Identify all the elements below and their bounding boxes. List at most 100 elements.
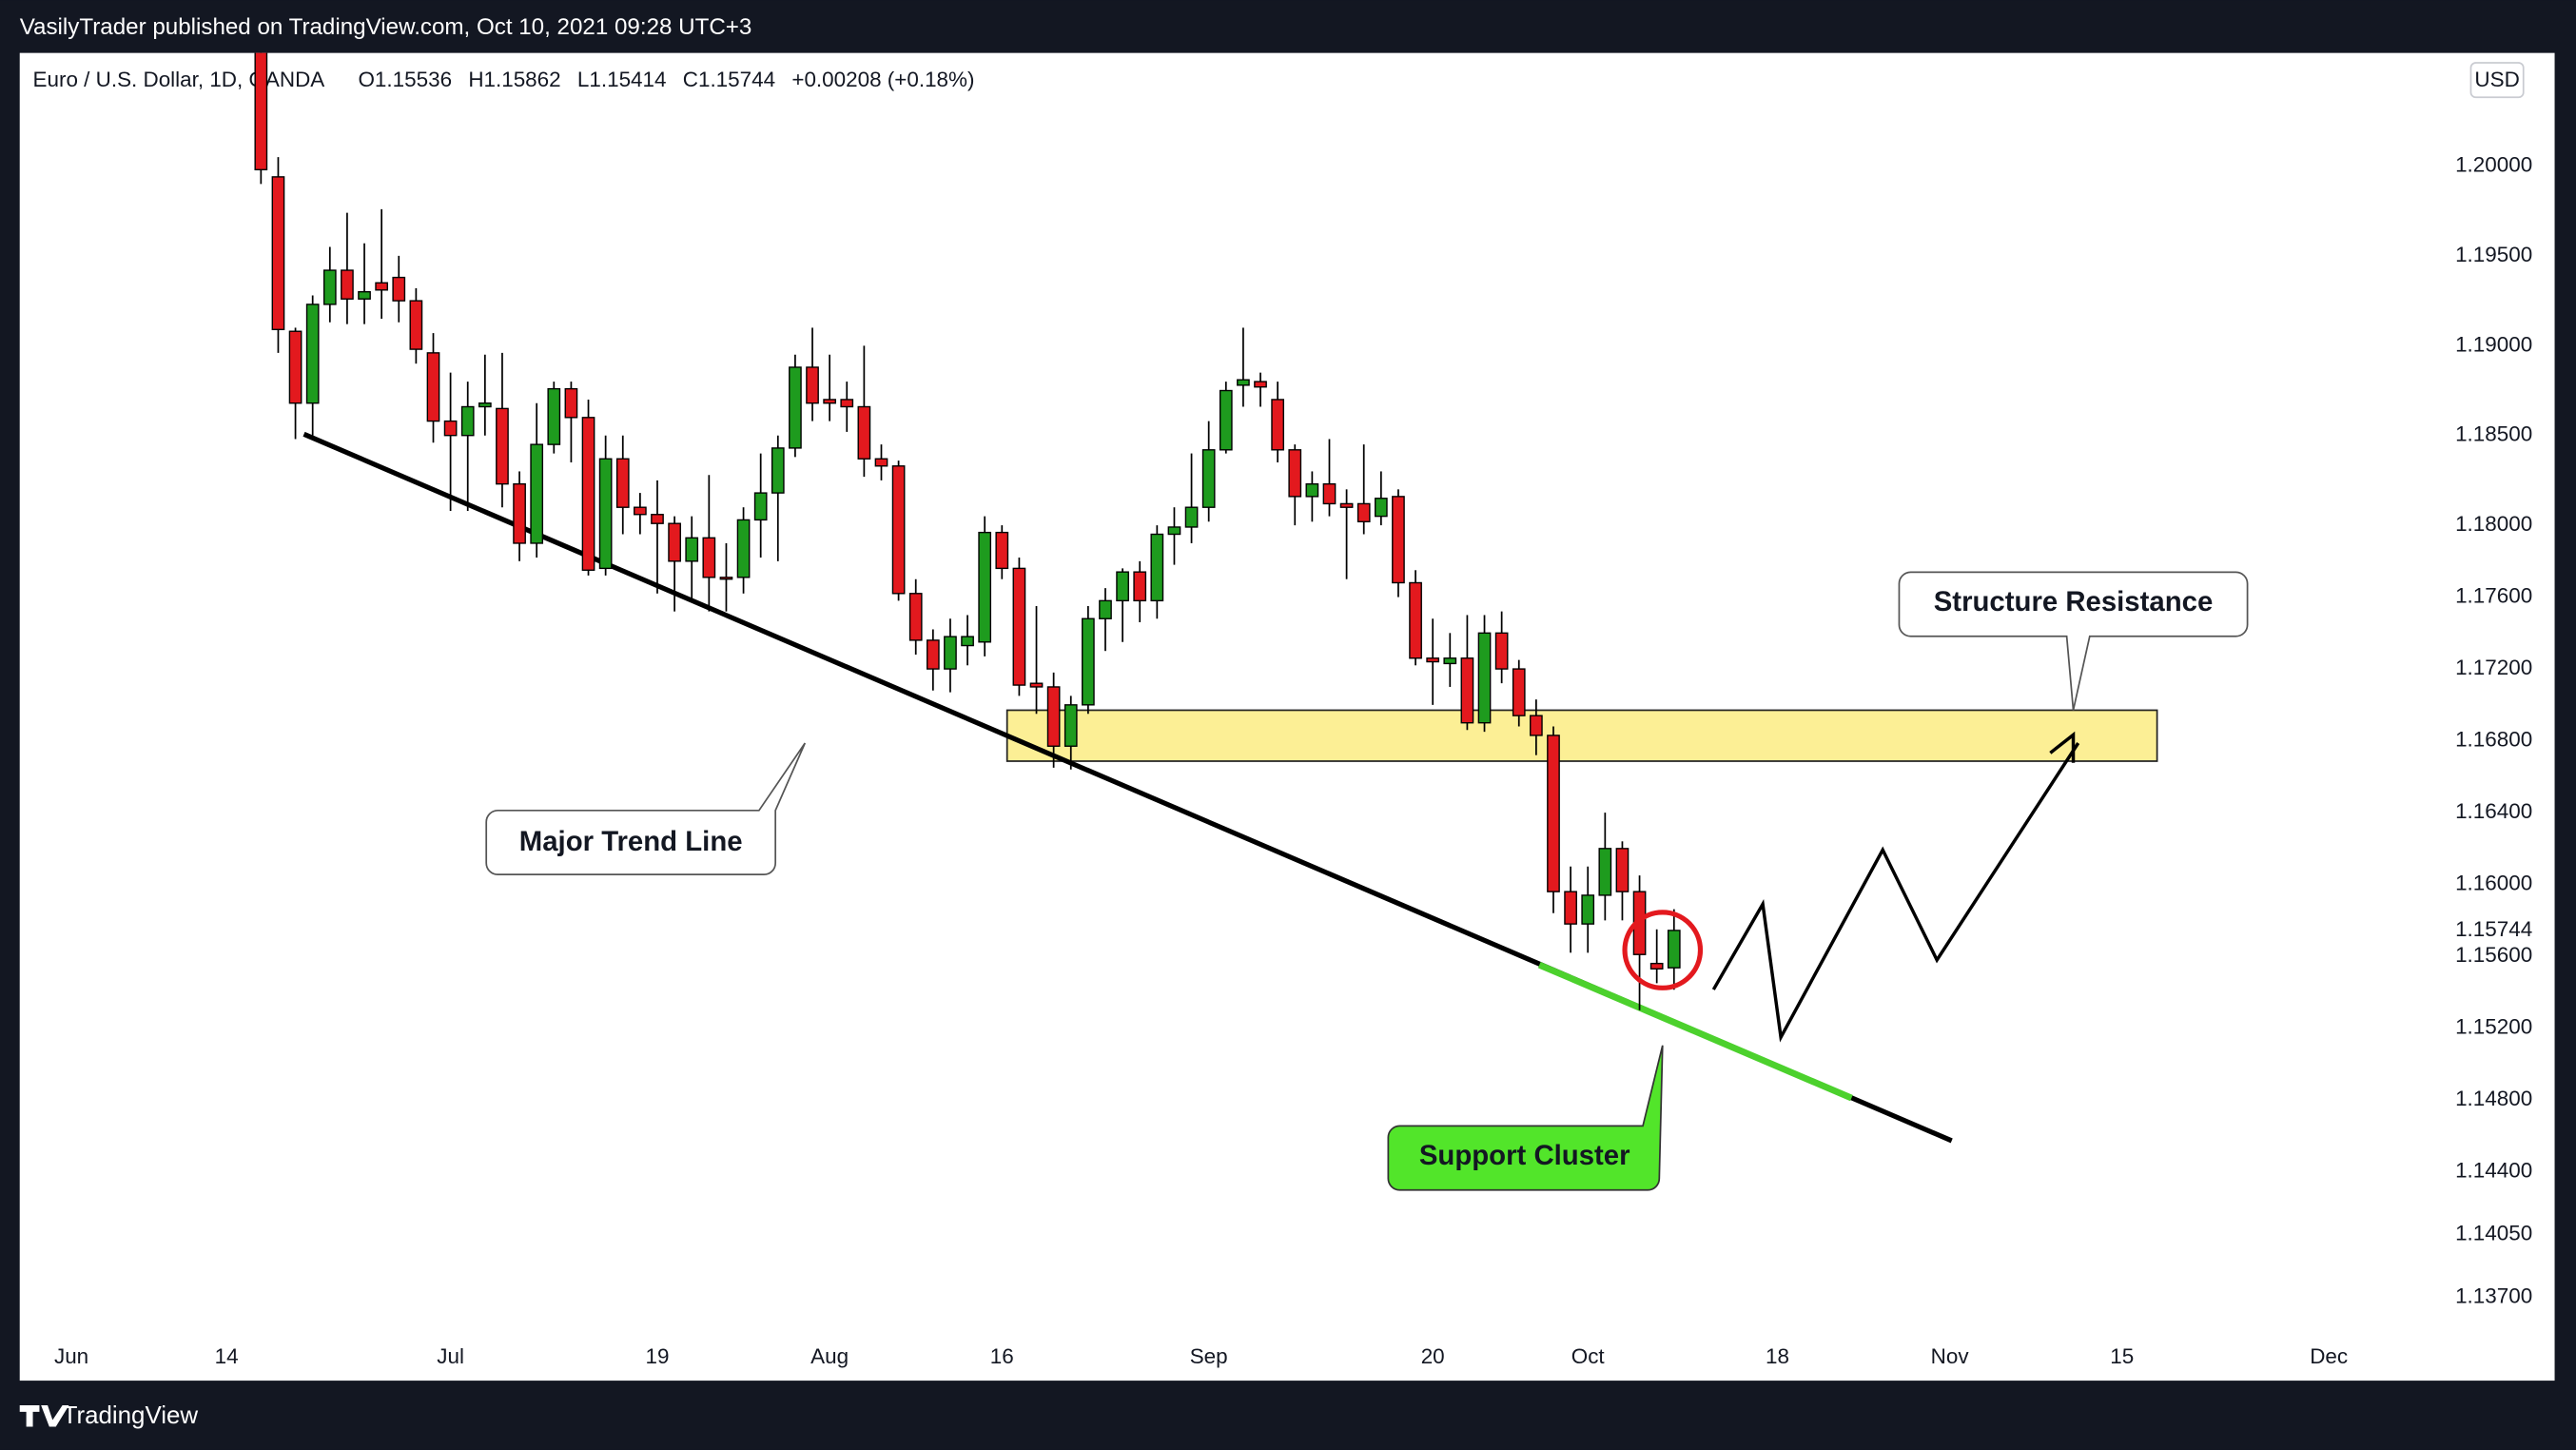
- y-tick-label: 1.17200: [2455, 656, 2532, 679]
- candle-body: [1064, 704, 1078, 747]
- candle-body: [634, 506, 647, 516]
- candle-body: [598, 458, 613, 570]
- candle-body: [513, 482, 526, 544]
- price-tag: [2444, 918, 2544, 943]
- candle-body: [891, 465, 906, 595]
- x-tick-label: 14: [215, 1344, 239, 1368]
- x-tick-label: 18: [1766, 1344, 1789, 1368]
- candle-body: [305, 304, 320, 404]
- candle-body: [1477, 632, 1492, 724]
- legend-value: C1.15744: [683, 68, 775, 91]
- x-tick-label: Nov: [1931, 1344, 1970, 1368]
- candle-body: [1254, 381, 1267, 388]
- x-tick-label: Oct: [1571, 1344, 1606, 1368]
- y-tick-label: 1.16000: [2455, 872, 2532, 895]
- candle-body: [581, 417, 595, 571]
- annotation: Structure Resistance: [1934, 586, 2214, 617]
- y-tick-label: 1.14800: [2455, 1087, 2532, 1110]
- candle-body: [443, 420, 458, 437]
- candle-body: [1012, 567, 1026, 686]
- candle-body: [341, 269, 354, 300]
- y-tick-label: 1.19000: [2455, 332, 2532, 356]
- candle-body: [1339, 502, 1354, 508]
- projection-path: [1711, 742, 2080, 1043]
- candle-body: [753, 492, 768, 521]
- y-tick-label: 1.14400: [2455, 1159, 2532, 1183]
- y-tick-label: 1.19500: [2455, 243, 2532, 266]
- x-tick-label: 16: [990, 1344, 1014, 1368]
- candle-body: [1184, 506, 1199, 528]
- candle-body: [1356, 502, 1371, 522]
- y-tick-label: 1.15200: [2455, 1015, 2532, 1039]
- candle-body: [1564, 891, 1577, 925]
- candle-body: [530, 443, 544, 544]
- candle-body: [857, 405, 871, 460]
- candle-body: [375, 282, 388, 291]
- highlight-circle: [1622, 910, 1704, 990]
- candle-body: [771, 447, 785, 494]
- legend-value: +0.00208 (+0.18%): [791, 68, 974, 91]
- legend-title: Euro / U.S. Dollar, 1D, OANDA: [33, 68, 325, 91]
- candle-body: [409, 300, 423, 350]
- x-tick-label: Dec: [2310, 1344, 2348, 1368]
- candle-body: [392, 276, 406, 302]
- candle-body: [1581, 894, 1595, 925]
- candle-body: [1649, 962, 1664, 970]
- callout-box: [1387, 1045, 1664, 1191]
- plot: [254, 52, 2158, 1144]
- currency: USD: [2474, 68, 2519, 91]
- candle-body: [478, 402, 492, 408]
- support-segment: [1537, 961, 1853, 1102]
- top-bar: VasilyTrader published on TradingView.co…: [20, 14, 752, 40]
- y-tick-label: 1.16800: [2455, 728, 2532, 752]
- x-tick-label: 19: [646, 1344, 670, 1368]
- price-tag-label: 1.15744: [2455, 917, 2532, 941]
- y-tick-label: 1.18500: [2455, 422, 2532, 446]
- logo: [19, 1404, 69, 1427]
- y-tick-label: 1.15600: [2455, 943, 2532, 967]
- y-tick-label: 1.18000: [2455, 512, 2532, 536]
- candle-body: [1322, 482, 1337, 505]
- candle-body: [961, 636, 974, 647]
- candle-body: [564, 387, 578, 419]
- x-tick-label: Jun: [54, 1344, 88, 1368]
- candle-body: [426, 352, 440, 422]
- candle-body: [736, 519, 751, 578]
- candle-body: [978, 531, 992, 643]
- legend-value: L1.15414: [577, 68, 667, 91]
- y-tick-label: 1.17600: [2455, 584, 2532, 608]
- candle-body: [1288, 449, 1302, 498]
- candle-body: [1201, 449, 1216, 508]
- candle-body: [1133, 571, 1147, 602]
- candle-body: [668, 522, 681, 562]
- candle-body: [1615, 848, 1630, 892]
- resistance-zone: [1005, 709, 2158, 762]
- candle-body: [806, 366, 819, 404]
- annotation: Major Trend Line: [519, 826, 743, 857]
- candles: [254, 52, 1681, 1010]
- candle-body: [322, 269, 337, 305]
- candle-body: [254, 52, 268, 171]
- candle-body: [1116, 571, 1129, 602]
- candle-body: [702, 537, 716, 578]
- x-tick-label: Sep: [1190, 1344, 1228, 1368]
- candle-body: [1271, 399, 1284, 451]
- y-tick-label: 1.14050: [2455, 1222, 2532, 1245]
- candle-body: [1512, 668, 1526, 716]
- candle-body: [908, 593, 923, 641]
- candle-body: [1150, 533, 1164, 602]
- candle-body: [1374, 498, 1388, 518]
- legend-value: O1.15536: [358, 68, 452, 91]
- axes: 1.20000 1.19500 1.19000 1.18500 1.18000 1.176…: [54, 152, 2544, 1368]
- candle-body: [874, 458, 888, 467]
- candle-body: [1219, 389, 1233, 451]
- candle-body: [685, 537, 699, 562]
- candle-body: [719, 577, 733, 580]
- candle-body: [271, 176, 285, 331]
- projection-arrow: [2049, 731, 2076, 763]
- candle-body: [615, 458, 630, 508]
- candle-body: [1494, 632, 1509, 670]
- candle-body: [1099, 599, 1112, 619]
- candle-body: [1667, 930, 1681, 969]
